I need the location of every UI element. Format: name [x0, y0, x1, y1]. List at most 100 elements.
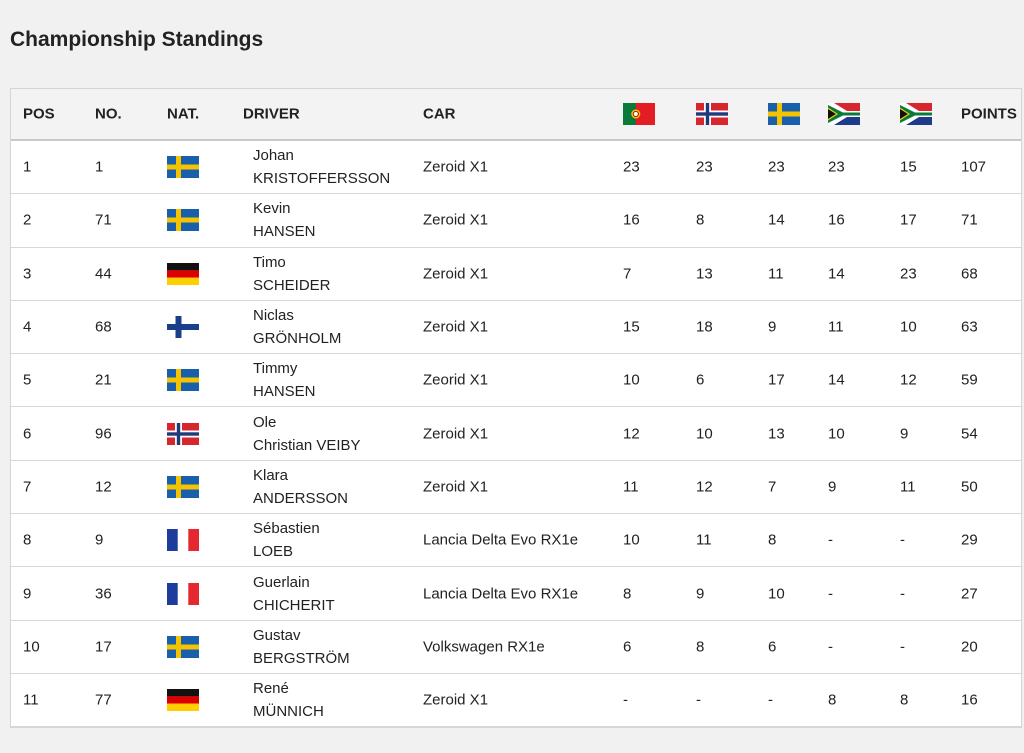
- total-points: 50: [961, 478, 978, 496]
- total-points: 16: [961, 691, 978, 709]
- position: 10: [23, 638, 40, 656]
- race-points: 8: [696, 638, 705, 656]
- flag-icon: [167, 262, 199, 285]
- column-header: POS: [23, 105, 55, 123]
- driver-last-name: ANDERSSON: [253, 489, 349, 507]
- driver-name: Gustav BERGSTRÖM: [253, 624, 350, 670]
- flag-icon: [167, 475, 199, 498]
- race-points: 11: [768, 265, 784, 283]
- race-points: 10: [623, 531, 640, 549]
- race-points: -: [623, 691, 628, 709]
- position: 2: [23, 211, 32, 229]
- race-points: 18: [696, 318, 713, 336]
- driver-last-name: KRISTOFFERSSON: [253, 170, 391, 188]
- car-model: Volkswagen RX1e: [423, 638, 545, 656]
- race-points: 14: [828, 265, 845, 283]
- position: 4: [23, 318, 32, 336]
- driver-first-name: René: [253, 680, 289, 698]
- driver-last-name: HANSEN: [253, 223, 316, 241]
- race-points: -: [900, 531, 905, 549]
- race-points: 23: [623, 158, 640, 176]
- driver-name: Ole Christian VEIBY: [253, 411, 361, 457]
- race-points: 11: [900, 478, 916, 496]
- car-number: 36: [95, 585, 112, 603]
- driver-name: Guerlain CHICHERIT: [253, 571, 335, 617]
- flag-icon: [828, 103, 860, 125]
- race-points: 13: [768, 425, 785, 443]
- driver-name: Timmy HANSEN: [253, 357, 316, 403]
- flag-icon: [167, 529, 199, 552]
- race-points: 7: [768, 478, 777, 496]
- race-points: 23: [696, 158, 713, 176]
- position: 5: [23, 371, 32, 389]
- car-number: 77: [95, 691, 112, 709]
- race-points: 12: [696, 478, 713, 496]
- flag-icon: [900, 103, 932, 125]
- car-number: 9: [95, 531, 104, 549]
- driver-name: Sébastien LOEB: [253, 517, 320, 563]
- car-model: Zeroid X1: [423, 318, 489, 336]
- race-points: 10: [900, 318, 917, 336]
- column-header: NAT.: [167, 105, 200, 123]
- flag-icon: [167, 156, 199, 179]
- flag-icon: [167, 316, 199, 339]
- race-points: 8: [696, 211, 705, 229]
- race-points: 10: [623, 371, 640, 389]
- position: 1: [23, 158, 32, 176]
- driver-last-name: Christian VEIBY: [253, 436, 361, 454]
- page-title: Championship Standings: [10, 28, 264, 51]
- driver-last-name: HANSEN: [253, 383, 316, 401]
- car-model: Zeroid X1: [423, 691, 489, 709]
- driver-last-name: SCHEIDER: [253, 276, 331, 294]
- car-model: Zeroid X1: [423, 158, 489, 176]
- position: 8: [23, 531, 32, 549]
- column-header: CAR: [423, 105, 456, 123]
- race-points: 8: [768, 531, 777, 549]
- race-points: 12: [900, 371, 917, 389]
- race-points: 8: [623, 585, 632, 603]
- standings-row: 3 44 Timo SCHEIDER Zeroid X1 7 13 11 14 23 68: [11, 248, 1021, 301]
- race-points: 6: [623, 638, 632, 656]
- standings-row: 2 71 Kevin HANSEN Zeroid X1 16 8 14 16 17 71: [11, 194, 1021, 248]
- car-number: 21: [95, 371, 112, 389]
- race-points: -: [900, 585, 905, 603]
- car-model: Zeorid X1: [423, 371, 489, 389]
- race-points: 15: [900, 158, 917, 176]
- position: 3: [23, 265, 32, 283]
- standings-row: 1 1 Johan KRISTOFFERSSON Zeroid X1 23 23 23 23 15…: [11, 141, 1021, 195]
- race-points: -: [828, 531, 833, 549]
- race-points: 9: [828, 478, 837, 496]
- position: 9: [23, 585, 32, 603]
- standings-row: 9 36 Guerlain CHICHERIT Lancia Delta Evo RX1…: [11, 567, 1021, 621]
- car-model: Lancia Delta Evo RX1e: [423, 531, 579, 549]
- total-points: 27: [961, 585, 978, 603]
- standings-row: 10 17 Gustav BERGSTRÖM Volkswagen RX1e 6 8 6 - - 2…: [11, 621, 1021, 674]
- driver-name: René MÜNNICH: [253, 677, 324, 723]
- total-points: 29: [961, 531, 978, 549]
- driver-name: Klara ANDERSSON: [253, 464, 348, 510]
- standings-table: POS NO. NAT. DRIVER CAR POINTS 1 1 Johan KRISTOFF…: [10, 88, 1022, 728]
- standings-row: 7 12 Klara ANDERSSON Zeroid X1 11 12 7 9 11 50: [11, 461, 1021, 515]
- standings-row: 6 96 Ole Christian VEIBY Zeroid X1 12 10 13 10 9 5…: [11, 408, 1021, 461]
- race-points: 6: [768, 638, 777, 656]
- race-points: 23: [768, 158, 785, 176]
- flag-icon: [696, 103, 728, 125]
- position: 7: [23, 478, 32, 496]
- race-points: 16: [623, 211, 640, 229]
- race-points: 8: [828, 691, 837, 709]
- driver-last-name: CHICHERIT: [253, 596, 335, 614]
- race-points: 16: [828, 211, 845, 229]
- race-points: 7: [623, 265, 632, 283]
- total-points: 71: [961, 211, 978, 229]
- car-number: 68: [95, 318, 112, 336]
- driver-first-name: Timmy: [253, 360, 298, 378]
- race-points: 23: [828, 158, 845, 176]
- race-points: -: [828, 638, 833, 656]
- race-points: 14: [828, 371, 845, 389]
- car-number: 12: [95, 478, 112, 496]
- total-points: 20: [961, 638, 978, 656]
- driver-last-name: GRÖNHOLM: [253, 330, 342, 348]
- race-points: 9: [696, 585, 705, 603]
- total-points: 63: [961, 318, 978, 336]
